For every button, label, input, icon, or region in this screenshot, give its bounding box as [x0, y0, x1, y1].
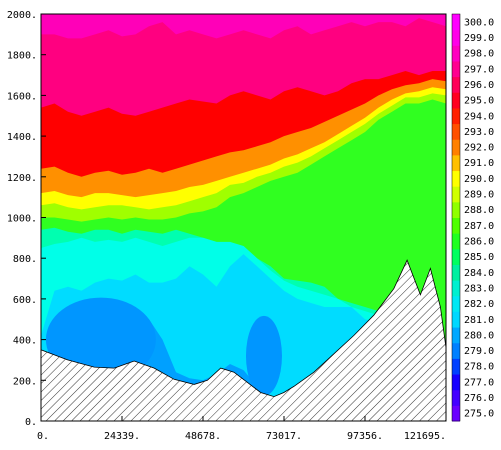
colorbar-swatch — [452, 45, 460, 62]
colorbar-label: 278.0 — [464, 362, 494, 373]
x-tick-label: 0. — [37, 431, 49, 442]
y-tick-label: 1800. — [7, 51, 37, 62]
colorbar-label: 290.0 — [464, 174, 494, 185]
colorbar-label: 289.0 — [464, 190, 494, 201]
y-tick-label: 1200. — [7, 173, 37, 184]
y-tick-label: 2000. — [7, 10, 37, 21]
colorbar-label: 293.0 — [464, 127, 494, 138]
x-tick-label: 73017. — [266, 431, 302, 442]
colorbar-swatch — [452, 405, 460, 422]
colorbar-label: 296.0 — [464, 80, 494, 91]
colorbar-swatch — [452, 295, 460, 312]
colorbar-label: 297.0 — [464, 64, 494, 75]
colorbar-swatch — [452, 154, 460, 172]
colorbar-swatch — [452, 60, 460, 78]
x-tick-label: 24339. — [104, 431, 140, 442]
colorbar-swatch — [452, 186, 460, 203]
colorbar-swatch — [452, 217, 460, 234]
colorbar-swatch — [452, 201, 460, 218]
y-tick-label: 1000. — [7, 214, 37, 225]
colorbar-swatch — [452, 374, 460, 391]
colorbar-swatch — [452, 358, 460, 375]
colorbar-swatch — [452, 342, 460, 359]
y-tick-label: 600. — [13, 295, 37, 306]
x-axis-ticks: 0. 24339. 48678. 73017. 97356. 121695. — [37, 416, 447, 442]
colorbar-swatch — [452, 280, 460, 297]
y-tick-label: 0. — [25, 417, 37, 428]
terrain — [41, 259, 446, 421]
colorbar-label: 285.0 — [464, 252, 494, 263]
colorbar-label: 295.0 — [464, 96, 494, 107]
plot-area — [41, 14, 446, 421]
colorbar-swatch — [452, 92, 460, 109]
colorbar-label: 294.0 — [464, 111, 494, 122]
colorbar-label: 299.0 — [464, 33, 494, 44]
colorbar-frame — [451, 13, 461, 422]
y-tick-label: 400. — [13, 336, 37, 347]
colorbar: 275.0 276.0 277.0 278.0 279.0 280.0 281.0 282.0… — [451, 13, 494, 422]
colorbar-swatch — [452, 311, 460, 328]
colorbar-label: 279.0 — [464, 346, 494, 357]
colorbar-label: 283.0 — [464, 283, 494, 294]
y-tick-label: 1600. — [7, 91, 37, 102]
x-tick-label: 121695. — [404, 431, 446, 442]
colorbar-swatch — [452, 248, 460, 265]
colorbar-label: 282.0 — [464, 299, 494, 310]
colorbar-label: 284.0 — [464, 268, 494, 279]
colorbar-label: 287.0 — [464, 221, 494, 232]
y-tick-label: 800. — [13, 254, 37, 265]
colorbar-swatch — [452, 389, 460, 406]
colorbar-swatch — [452, 327, 460, 344]
minimum-patch-2 — [245, 315, 282, 396]
colorbar-label: 281.0 — [464, 315, 494, 326]
colorbar-swatch — [452, 29, 460, 46]
colorbar-swatch — [452, 170, 460, 187]
colorbar-label: 277.0 — [464, 377, 494, 388]
colorbar-label: 288.0 — [464, 205, 494, 216]
colorbar-swatch — [452, 139, 460, 156]
x-tick-label: 48678. — [185, 431, 221, 442]
colorbar-swatch — [452, 14, 460, 31]
minimum-patch-1 — [45, 297, 156, 382]
colorbar-label: 280.0 — [464, 330, 494, 341]
colorbar-swatch — [452, 107, 460, 125]
colorbar-label: 292.0 — [464, 143, 494, 154]
colorbar-label: 300.0 — [464, 17, 494, 28]
colorbar-swatch — [452, 233, 460, 250]
x-tick-label: 97356. — [347, 431, 383, 442]
colorbar-label: 275.0 — [464, 409, 494, 420]
colorbar-label: 291.0 — [464, 158, 494, 169]
colorbar-label: 298.0 — [464, 49, 494, 60]
colorbar-swatch — [452, 264, 460, 281]
colorbar-label: 286.0 — [464, 236, 494, 247]
colorbar-label: 276.0 — [464, 393, 494, 404]
colorbar-swatch — [452, 123, 460, 140]
y-tick-label: 200. — [13, 376, 37, 387]
y-axis-ticks: 0. 200. 400. 600. 800. 1000. 1200. 1400. 1600. 18… — [7, 10, 46, 428]
colorbar-swatch — [452, 76, 460, 93]
y-tick-label: 1400. — [7, 132, 37, 143]
